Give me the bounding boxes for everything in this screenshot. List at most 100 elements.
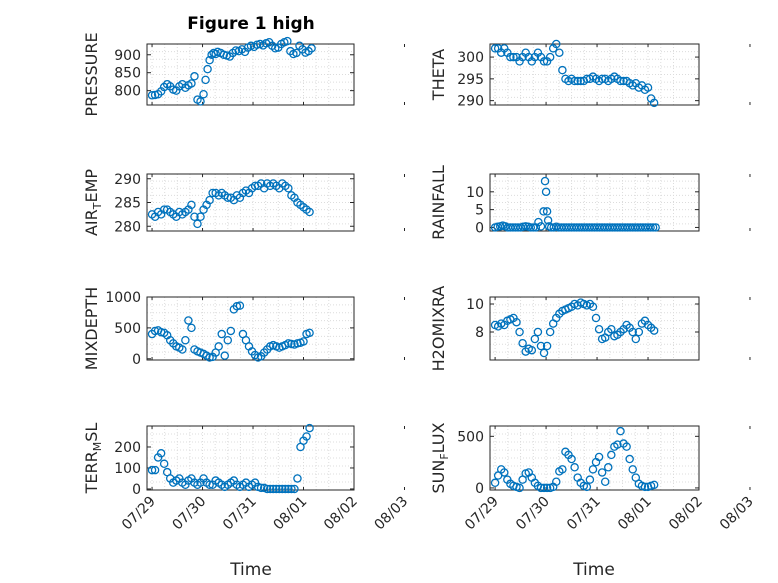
data-point — [265, 484, 275, 494]
data-point — [305, 423, 314, 433]
x-tick-label: 07/29 — [119, 494, 159, 534]
data-point — [533, 327, 543, 337]
data-point — [156, 449, 166, 458]
data-point — [542, 341, 552, 351]
data-point — [283, 36, 292, 46]
data-point — [649, 326, 659, 335]
data-point — [290, 484, 299, 494]
axes-box — [489, 425, 700, 491]
y-axis-label: H2OMIXRA — [429, 286, 448, 372]
data-point — [190, 72, 199, 81]
data-point — [281, 484, 290, 494]
data-point — [190, 212, 199, 221]
y-tick-label: 500 — [114, 321, 141, 337]
data-point — [543, 216, 553, 225]
data-point — [226, 326, 236, 336]
data-point — [530, 334, 540, 344]
data-point — [594, 324, 604, 334]
data-point — [567, 454, 576, 464]
data-point — [616, 426, 625, 436]
data-point — [540, 176, 550, 186]
data-point — [490, 478, 500, 488]
data-point — [150, 465, 160, 475]
y-tick-label: 100 — [114, 461, 141, 477]
data-point — [582, 482, 592, 492]
data-point — [597, 468, 607, 477]
x-axis-label-right: Time — [572, 560, 615, 580]
data-point — [150, 326, 160, 336]
x-tick-label: 07/30 — [170, 494, 210, 534]
data-point — [187, 323, 196, 333]
data-point — [640, 482, 650, 492]
x-tick-label: 07/31 — [564, 494, 604, 534]
data-point — [196, 212, 205, 221]
data-point — [616, 76, 625, 86]
data-point — [534, 217, 543, 227]
data-point — [600, 477, 610, 486]
axes-box — [489, 43, 700, 106]
y-axis-label: RAINFALL — [429, 165, 448, 240]
data-point — [542, 483, 552, 493]
data-point — [539, 207, 548, 216]
data-point — [607, 450, 616, 460]
data-point — [293, 474, 302, 483]
subplot-2: 290 295 300 THETA — [429, 39, 751, 110]
data-point — [541, 187, 551, 197]
data-point — [643, 83, 653, 92]
data-point — [506, 52, 515, 62]
data-point — [651, 223, 660, 232]
data-point — [555, 48, 564, 57]
data-point — [187, 200, 196, 210]
data-point — [515, 483, 524, 493]
data-point — [539, 348, 549, 358]
data-point — [570, 463, 579, 472]
data-point — [594, 452, 604, 462]
y-tick-label: 0 — [132, 352, 141, 368]
data-point — [184, 316, 193, 325]
data-point — [634, 327, 644, 337]
data-point — [527, 345, 537, 355]
y-tick-label: 8 — [475, 325, 484, 341]
y-axis-label: PRESSURE — [82, 32, 101, 116]
data-point — [205, 353, 214, 362]
data-point — [622, 442, 631, 451]
data-point — [536, 341, 546, 351]
data-point — [570, 76, 579, 86]
data-point — [271, 484, 281, 494]
x-tick-label: 07/31 — [220, 494, 260, 534]
data-point — [305, 207, 314, 217]
x-tick-label: 08/03 — [717, 494, 757, 534]
data-point — [607, 324, 616, 334]
data-point — [299, 337, 308, 346]
subplot-3: 280 285 290 AIRTEMP — [82, 169, 405, 236]
data-point — [604, 463, 613, 472]
data-point — [518, 338, 527, 348]
data-point — [536, 483, 546, 493]
axes-box — [146, 296, 355, 361]
data-point — [539, 483, 549, 493]
data-point — [646, 223, 655, 232]
data-point — [515, 327, 524, 337]
data-point — [211, 49, 220, 59]
x-tick-label: 07/30 — [513, 494, 553, 534]
subplot-1: 800 850 900 PRESSURE — [82, 32, 405, 117]
data-point — [223, 335, 233, 345]
y-tick-label: 10 — [466, 297, 484, 313]
y-tick-label: 0 — [132, 482, 141, 498]
x-tick-label: 07/29 — [462, 494, 502, 534]
data-point — [187, 79, 196, 88]
x-tick-label: 08/01 — [615, 494, 655, 534]
y-tick-label: 5 — [475, 203, 484, 219]
subplot-8: 07/29 07/30 07/31 08/01 08/02 08/03 0 500 SUNFLU… — [429, 422, 757, 533]
data-point — [199, 89, 208, 99]
data-point — [588, 302, 598, 312]
data-point — [220, 351, 230, 360]
data-point — [284, 484, 293, 494]
axes-box — [146, 425, 355, 491]
data-point — [196, 97, 205, 106]
y-tick-label: 1000 — [105, 290, 141, 306]
data-point — [181, 335, 190, 345]
data-point — [628, 327, 637, 337]
y-tick-label: 900 — [114, 48, 141, 64]
